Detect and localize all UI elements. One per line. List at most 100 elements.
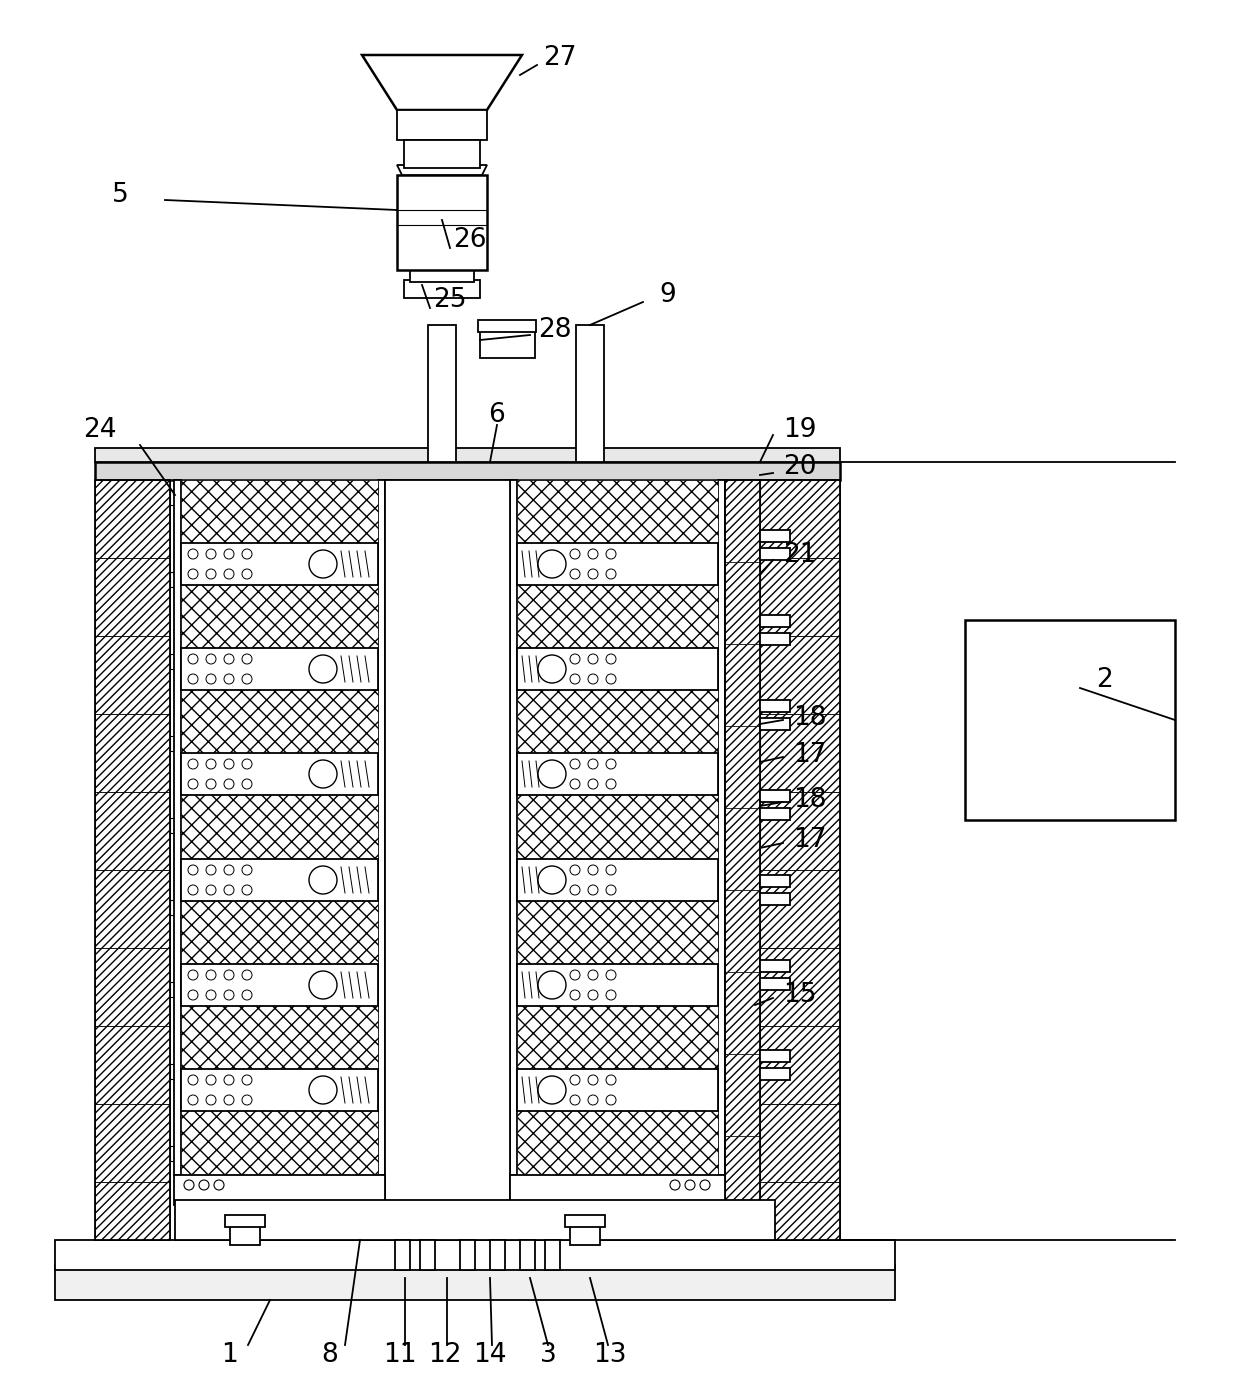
Text: 13: 13	[593, 1342, 626, 1369]
Bar	[420, 1240, 435, 1269]
Bar	[170, 1146, 192, 1160]
Polygon shape	[725, 1137, 760, 1218]
Bar	[460, 1240, 475, 1269]
Bar	[738, 491, 760, 505]
Text: 18: 18	[794, 705, 827, 731]
Text: 2: 2	[1096, 667, 1114, 693]
Bar	[517, 649, 718, 691]
Polygon shape	[397, 165, 487, 175]
Bar	[404, 280, 480, 298]
Bar	[760, 480, 839, 1240]
Bar	[477, 320, 536, 331]
Bar	[517, 542, 718, 584]
Bar	[95, 447, 839, 461]
Bar	[224, 1215, 265, 1227]
Text: 18: 18	[794, 787, 827, 814]
Polygon shape	[725, 1054, 760, 1137]
Bar	[760, 875, 790, 886]
Text: 24: 24	[83, 417, 117, 443]
Polygon shape	[725, 644, 760, 726]
Polygon shape	[95, 714, 170, 793]
Text: 5: 5	[112, 182, 129, 208]
Bar	[738, 735, 760, 751]
Bar	[738, 900, 760, 916]
Bar	[181, 754, 378, 795]
Bar	[760, 615, 790, 626]
Text: 12: 12	[428, 1342, 461, 1369]
Polygon shape	[760, 1181, 839, 1240]
Bar	[181, 649, 378, 691]
Polygon shape	[95, 870, 170, 948]
Bar	[95, 461, 839, 480]
Bar	[738, 572, 760, 587]
Text: 28: 28	[538, 317, 572, 343]
Bar	[384, 480, 510, 1240]
Polygon shape	[760, 714, 839, 793]
Polygon shape	[760, 1026, 839, 1104]
Bar	[174, 1174, 384, 1205]
Bar	[760, 719, 790, 730]
Bar	[738, 1064, 760, 1079]
Text: 9: 9	[660, 282, 676, 308]
Text: 17: 17	[794, 828, 827, 853]
Bar	[760, 1068, 790, 1081]
Bar	[170, 654, 192, 670]
Bar	[546, 1240, 560, 1269]
Bar	[760, 893, 790, 905]
Bar	[170, 735, 192, 751]
Bar	[517, 1069, 718, 1111]
Polygon shape	[95, 1104, 170, 1181]
Bar	[229, 1225, 260, 1246]
Bar	[738, 654, 760, 670]
Polygon shape	[760, 558, 839, 636]
Bar	[396, 1240, 410, 1269]
Bar	[181, 965, 378, 1007]
Polygon shape	[95, 636, 170, 714]
Bar	[760, 1050, 790, 1062]
Polygon shape	[95, 1026, 170, 1104]
Bar	[760, 979, 790, 990]
Bar	[175, 1199, 775, 1240]
Text: 8: 8	[321, 1342, 339, 1369]
Polygon shape	[760, 636, 839, 714]
Bar	[760, 548, 790, 561]
Text: 11: 11	[383, 1342, 417, 1369]
Bar	[170, 1064, 192, 1079]
Polygon shape	[725, 972, 760, 1054]
Polygon shape	[95, 948, 170, 1026]
Polygon shape	[725, 562, 760, 644]
Bar	[480, 330, 534, 358]
Polygon shape	[760, 948, 839, 1026]
Bar	[428, 324, 456, 461]
Bar	[760, 633, 790, 644]
Bar	[181, 480, 378, 1174]
Bar	[170, 981, 192, 997]
Polygon shape	[725, 726, 760, 808]
Bar	[517, 480, 718, 1174]
Bar	[397, 110, 487, 140]
Bar	[517, 965, 718, 1007]
Bar	[725, 480, 760, 1240]
Bar	[174, 480, 181, 1174]
Bar	[170, 572, 192, 587]
Polygon shape	[725, 891, 760, 972]
Bar	[170, 900, 192, 916]
Text: 6: 6	[489, 403, 506, 428]
Bar	[965, 619, 1176, 821]
Bar	[718, 480, 725, 1174]
Bar	[55, 1265, 895, 1300]
Polygon shape	[362, 55, 522, 110]
Text: 27: 27	[543, 45, 577, 71]
Text: 21: 21	[784, 542, 817, 568]
Bar	[378, 480, 384, 1174]
Bar	[517, 754, 718, 795]
Bar	[738, 1146, 760, 1160]
Bar	[738, 818, 760, 833]
Polygon shape	[760, 1104, 839, 1181]
Polygon shape	[760, 480, 839, 558]
Polygon shape	[760, 870, 839, 948]
Bar	[181, 542, 378, 584]
Bar	[510, 480, 517, 1174]
Polygon shape	[95, 558, 170, 636]
Bar	[181, 1069, 378, 1111]
